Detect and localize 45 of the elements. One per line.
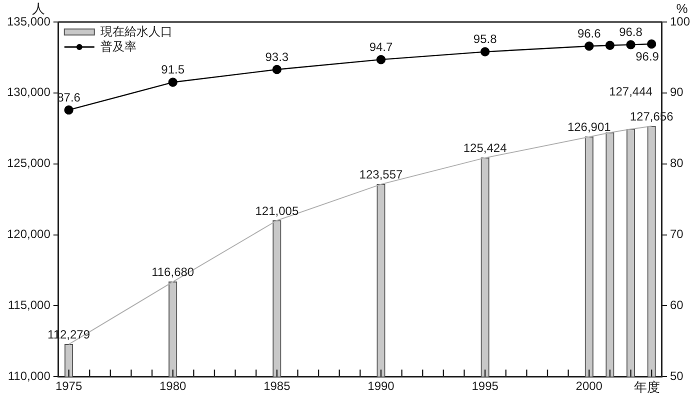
y2-axis-title: % <box>676 1 688 16</box>
y2-tick-label: 90 <box>670 85 684 100</box>
y2-tick-label: 80 <box>670 156 684 170</box>
data-label: 96.6 <box>577 26 602 40</box>
data-label: 91.5 <box>161 62 185 77</box>
y-tick-label: 110,000 <box>8 368 51 383</box>
point <box>64 105 74 115</box>
y-tick-label: 135,000 <box>6 14 51 28</box>
legend-label: 現在給水人口 <box>100 24 172 38</box>
x-tick-label: 2000 <box>576 379 603 394</box>
point <box>272 64 282 74</box>
data-label: 93.3 <box>265 50 289 64</box>
point <box>480 47 490 56</box>
y-tick-label: 125,000 <box>6 156 51 170</box>
y-tick-label: 130,000 <box>6 85 51 100</box>
data-label: 125,424 <box>463 141 508 156</box>
point <box>646 39 656 49</box>
y-axis-title: 人 <box>32 1 45 16</box>
data-label: 116,680 <box>152 265 194 280</box>
data-label: 127,444 <box>609 84 653 98</box>
x-tick-label: 1995 <box>472 379 499 394</box>
data-label: 123,557 <box>359 168 403 182</box>
data-label: 96.9 <box>636 49 660 64</box>
x-tick-label: 1980 <box>160 379 187 394</box>
data-label: 95.8 <box>473 32 498 46</box>
point <box>168 78 178 87</box>
point <box>605 40 615 50</box>
y2-tick-label: 100 <box>670 14 690 28</box>
y2-tick-label: 60 <box>670 298 684 312</box>
legend-label: 普及率 <box>100 39 136 54</box>
y-tick-label: 120,000 <box>6 227 51 242</box>
data-label: 96.8 <box>619 25 643 40</box>
x-axis-title: 年度 <box>634 380 660 395</box>
point <box>376 54 386 64</box>
data-label: 94.7 <box>369 40 393 54</box>
data-label: 121,005 <box>255 204 299 218</box>
point <box>626 40 636 50</box>
y2-tick-label: 50 <box>670 368 684 383</box>
x-tick-label: 1975 <box>55 379 82 394</box>
x-tick-label: 1985 <box>264 379 291 394</box>
point <box>584 42 594 51</box>
y2-tick-label: 70 <box>670 227 684 242</box>
y-tick-label: 115,000 <box>8 298 51 312</box>
x-tick-label: 1990 <box>368 379 395 394</box>
data-label: 126,901 <box>567 120 612 134</box>
